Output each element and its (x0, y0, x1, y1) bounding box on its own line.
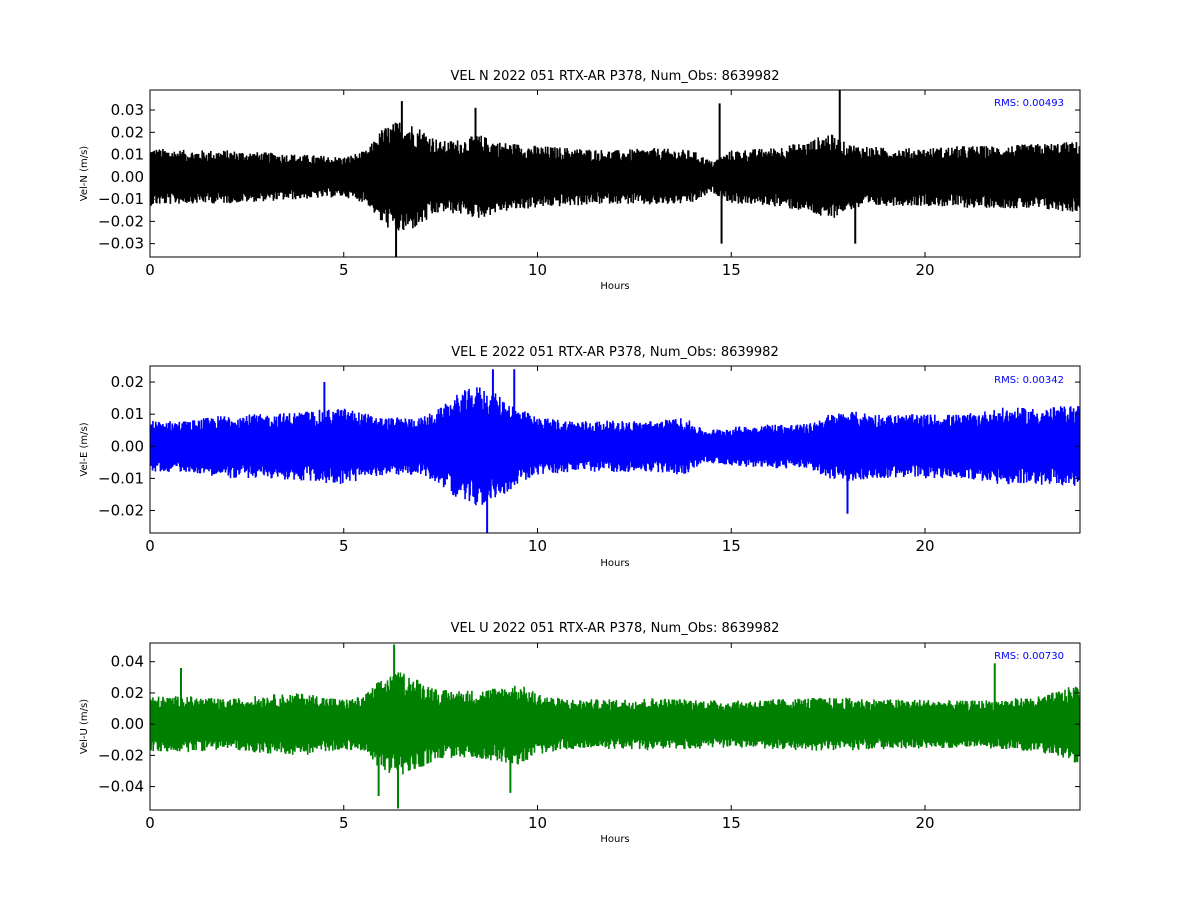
x-tick-label: 20 (915, 537, 934, 555)
x-tick-label: 15 (722, 261, 741, 279)
ticks-vel-n: 0 5 10 15 20 −0.03 −0.02 −0.01 0.00 0.01 0.02 0.03 (98, 90, 1080, 279)
y-tick-label: 0.04 (111, 653, 144, 671)
x-tick-label: 5 (339, 814, 349, 832)
y-tick-label: 0.03 (111, 101, 144, 119)
series-trace (150, 672, 1080, 775)
rms-annotation: RMS: 0.00342 (994, 375, 1064, 386)
y-tick-label: 0.00 (111, 168, 144, 186)
series-trace (150, 122, 1080, 231)
y-axis-label: Vel-E (m/s) (79, 422, 90, 476)
x-tick-label: 10 (528, 261, 547, 279)
panel-vel-n: VEL N 2022 051 RTX-AR P378, Num_Obs: 863… (79, 69, 1081, 292)
y-tick-label: −0.02 (98, 502, 144, 520)
y-tick-label: 0.02 (111, 684, 144, 702)
y-tick-label: 0.02 (111, 373, 144, 391)
series-vel-n (150, 90, 1080, 257)
y-tick-label: −0.04 (98, 778, 144, 796)
y-tick-label: −0.01 (98, 190, 144, 208)
y-tick-label: 0.00 (111, 715, 144, 733)
ticks-vel-u: 0 5 10 15 20 −0.04 −0.02 0.00 0.02 0.04 (98, 643, 1080, 832)
x-tick-label: 20 (915, 261, 934, 279)
x-tick-label: 15 (722, 537, 741, 555)
y-tick-label: −0.01 (98, 469, 144, 487)
y-tick-label: −0.02 (98, 746, 144, 764)
x-tick-label: 5 (339, 537, 349, 555)
y-axis-label: Vel-N (m/s) (79, 146, 90, 201)
x-axis-label: Hours (600, 558, 629, 569)
series-vel-u (150, 644, 1080, 809)
x-axis-label: Hours (600, 834, 629, 845)
x-tick-label: 5 (339, 261, 349, 279)
chart-title: VEL E 2022 051 RTX-AR P378, Num_Obs: 863… (451, 345, 778, 360)
chart-title: VEL N 2022 051 RTX-AR P378, Num_Obs: 863… (451, 69, 780, 84)
series-trace (150, 387, 1080, 506)
x-tick-label: 15 (722, 814, 741, 832)
y-tick-label: −0.03 (98, 235, 144, 253)
y-tick-label: 0.01 (111, 146, 144, 164)
x-tick-label: 10 (528, 814, 547, 832)
x-tick-label: 20 (915, 814, 934, 832)
series-vel-e (150, 369, 1080, 533)
y-axis-label: Vel-U (m/s) (79, 699, 90, 754)
axes-frame (149, 642, 1081, 811)
y-tick-label: 0.01 (111, 405, 144, 423)
panel-vel-e: VEL E 2022 051 RTX-AR P378, Num_Obs: 863… (79, 345, 1081, 569)
axes-frame (149, 89, 1081, 258)
y-tick-label: 0.00 (111, 437, 144, 455)
y-tick-label: −0.02 (98, 212, 144, 230)
y-tick-label: 0.02 (111, 123, 144, 141)
rms-annotation: RMS: 0.00493 (994, 98, 1064, 109)
x-tick-label: 0 (145, 537, 155, 555)
x-tick-label: 0 (145, 814, 155, 832)
chart-title: VEL U 2022 051 RTX-AR P378, Num_Obs: 863… (451, 621, 780, 636)
x-axis-label: Hours (600, 281, 629, 292)
x-tick-label: 0 (145, 261, 155, 279)
x-tick-label: 10 (528, 537, 547, 555)
axes-frame (149, 365, 1081, 534)
panel-vel-u: VEL U 2022 051 RTX-AR P378, Num_Obs: 863… (79, 621, 1081, 845)
ticks-vel-e: 0 5 10 15 20 −0.02 −0.01 0.00 0.01 0.02 (98, 366, 1080, 555)
rms-annotation: RMS: 0.00730 (994, 651, 1064, 662)
